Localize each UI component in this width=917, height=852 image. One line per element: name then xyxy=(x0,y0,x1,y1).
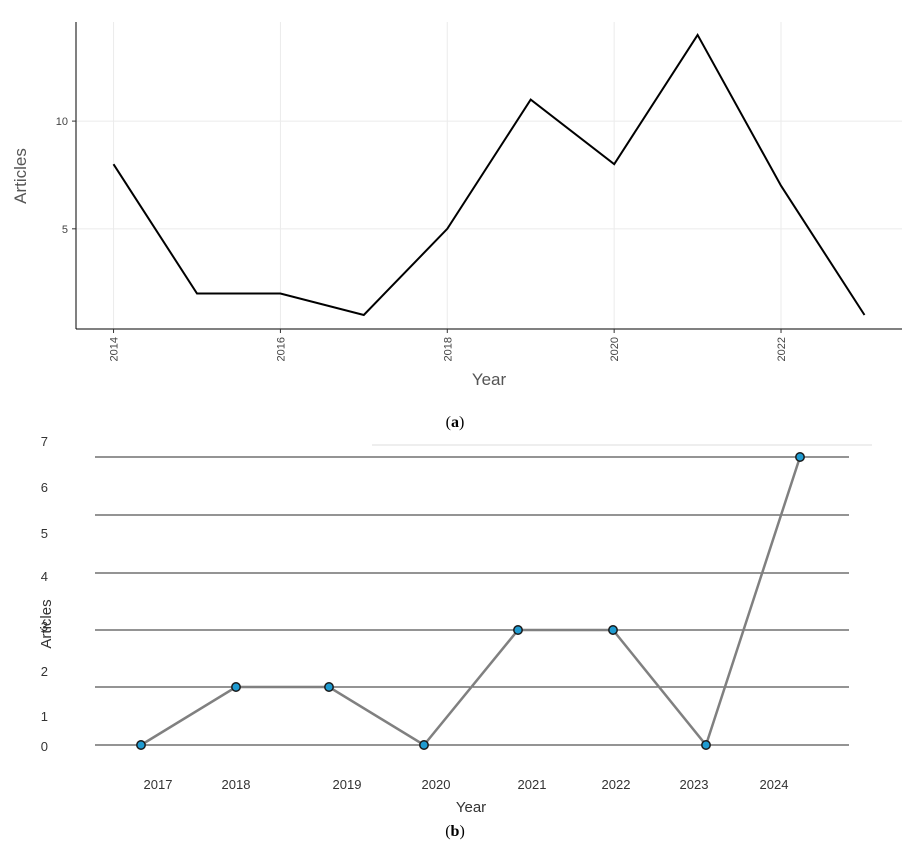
chart-b-panel-label: (b) xyxy=(445,823,465,840)
chart-b-y-ticks: 0 1 2 3 4 5 6 7 xyxy=(41,434,48,754)
chart-b-x-title: Year xyxy=(456,799,486,816)
chart-b-series-line xyxy=(140,456,802,748)
chart-b-y-tick-label-0: 0 xyxy=(41,739,48,754)
chart-b-y-tick-label-5: 5 xyxy=(41,526,48,541)
chart-b-x-tick-label-3: 2020 xyxy=(422,777,451,792)
chart-b-point-2020 xyxy=(419,740,429,750)
chart-b-y-tick-label-1: 1 xyxy=(41,709,48,724)
chart-a-x-title: Year xyxy=(472,370,507,389)
chart-a-x-tick-label-4: 2022 xyxy=(776,337,788,361)
chart-b-x-ticks: 2017 2018 2019 2020 2021 2022 2023 2024 xyxy=(144,777,789,792)
chart-a-y-title: Articles xyxy=(11,148,30,204)
chart-b-y-tick-label-6: 6 xyxy=(41,480,48,495)
chart-b-points xyxy=(136,452,805,750)
chart-b-x-tick-label-1: 2018 xyxy=(222,777,251,792)
chart-b-y-tick-label-7: 7 xyxy=(41,434,48,449)
chart-b-y-title: Articles xyxy=(38,599,55,648)
chart-a-x-tick-label-2: 2018 xyxy=(442,337,454,361)
chart-b: 0 1 2 3 4 5 6 7 2017 2018 2019 2020 2021 2022 2023 202… xyxy=(38,434,872,840)
chart-a-x-tick-label-0: 2014 xyxy=(109,337,121,361)
chart-b-point-2018 xyxy=(231,682,241,692)
chart-b-y-tick-label-2: 2 xyxy=(41,664,48,679)
chart-b-point-2019 xyxy=(324,682,334,692)
chart-b-point-2022 xyxy=(608,625,618,635)
chart-b-x-tick-label-4: 2021 xyxy=(518,777,547,792)
chart-b-point-2017 xyxy=(136,740,146,750)
chart-a-grid xyxy=(76,22,902,329)
chart-a-x-tick-label-3: 2020 xyxy=(609,337,621,361)
chart-b-y-tick-label-4: 4 xyxy=(41,569,48,584)
chart-b-grid xyxy=(95,456,849,746)
chart-b-x-tick-label-0: 2017 xyxy=(144,777,173,792)
chart-b-x-tick-label-5: 2022 xyxy=(602,777,631,792)
chart-b-point-2021 xyxy=(513,625,523,635)
chart-a-y-tick-label-1: 10 xyxy=(56,116,68,128)
chart-a-y-tick-label-0: 5 xyxy=(62,224,68,236)
chart-b-x-tick-label-2: 2019 xyxy=(333,777,362,792)
chart-a-x-tick-label-1: 2016 xyxy=(275,337,287,361)
chart-a-x-ticks: 2014 2016 2018 2020 2022 xyxy=(109,329,788,361)
chart-b-y-tick-label-3: 3 xyxy=(41,619,48,634)
chart-a-series-line xyxy=(112,32,866,317)
chart-a-panel-label: (a) xyxy=(446,414,465,431)
chart-b-x-tick-label-7: 2024 xyxy=(760,777,789,792)
chart-a-y-ticks: 5 10 xyxy=(56,116,76,236)
chart-b-x-tick-label-6: 2023 xyxy=(680,777,709,792)
chart-b-point-2023 xyxy=(701,740,711,750)
chart-b-point-2024 xyxy=(795,452,805,462)
chart-a: 2014 2016 2018 2020 2022 5 10 Year Articles (… xyxy=(11,22,902,431)
